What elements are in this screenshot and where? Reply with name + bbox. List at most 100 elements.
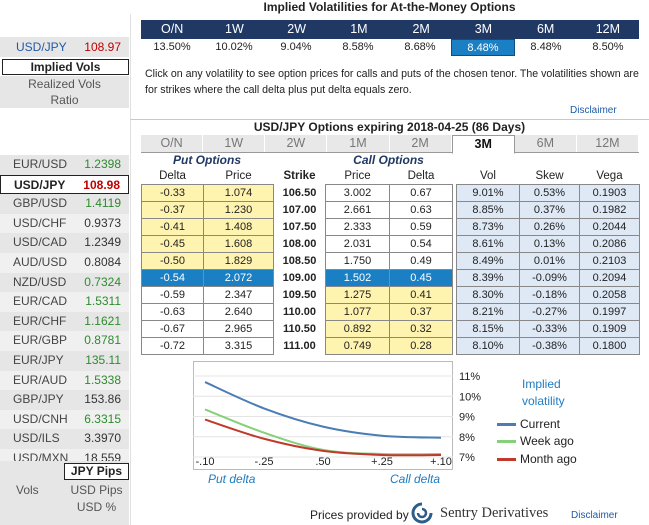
units-usd-pct-option[interactable]: USD % xyxy=(76,500,117,514)
put-price-cell[interactable]: 1.230 xyxy=(203,201,274,219)
vol-cell: 8.30% xyxy=(456,286,520,304)
call-price-cell[interactable]: 1.750 xyxy=(325,252,390,270)
put-price-cell[interactable]: 1.408 xyxy=(203,218,274,236)
tenor-header-5: 3M xyxy=(474,22,493,36)
legend-label-month-ago: Month ago xyxy=(520,452,577,466)
currency-row[interactable]: EUR/CAD 1.5311 xyxy=(0,292,129,312)
put-delta-cell[interactable]: -0.54 xyxy=(141,269,204,287)
call-delta-axis-label: Call delta xyxy=(390,472,441,486)
call-delta-cell[interactable]: 0.67 xyxy=(389,184,453,202)
currency-row[interactable]: USD/CNH 6.3315 xyxy=(0,409,129,430)
tab-tenor-1[interactable]: 1W xyxy=(203,135,266,152)
tab-tenor-4[interactable]: 2M xyxy=(389,135,452,152)
call-delta-cell[interactable]: 0.45 xyxy=(389,269,453,287)
put-price-cell[interactable]: 2.072 xyxy=(203,269,274,287)
atm-vol-cell-2[interactable]: 9.04% xyxy=(280,41,312,53)
put-price-cell[interactable]: 2.640 xyxy=(203,303,274,321)
atm-vol-cell-5[interactable]: 8.48% xyxy=(451,39,515,56)
put-delta-cell[interactable]: -0.72 xyxy=(141,337,204,355)
call-price-cell[interactable]: 1.275 xyxy=(325,286,390,304)
put-delta-cell[interactable]: -0.67 xyxy=(141,320,204,338)
call-delta-cell[interactable]: 0.37 xyxy=(389,303,453,321)
put-price-cell[interactable]: 3.315 xyxy=(203,337,274,355)
currency-row[interactable]: USD/JPY 108.98 xyxy=(0,174,129,195)
call-delta-cell[interactable]: 0.32 xyxy=(389,320,453,338)
call-price-cell[interactable]: 1.077 xyxy=(325,303,390,321)
currency-row[interactable]: GBP/USD 1.4119 xyxy=(0,194,129,214)
atm-vol-cell-1[interactable]: 10.02% xyxy=(215,41,253,53)
tab-tenor-3[interactable]: 1M xyxy=(327,135,390,152)
call-delta-cell[interactable]: 0.59 xyxy=(389,218,453,236)
tab-ratio[interactable]: Ratio xyxy=(0,92,129,108)
skew-cell: 0.53% xyxy=(519,184,580,202)
put-delta-cell[interactable]: -0.45 xyxy=(141,235,204,253)
tenor-header-0: O/N xyxy=(161,22,184,36)
tab-tenor-2[interactable]: 2W xyxy=(265,135,328,152)
currency-row[interactable]: USD/ILS 3.3970 xyxy=(0,429,129,449)
tab-implied-vols[interactable]: Implied Vols xyxy=(2,59,129,75)
atm-vol-cell-3[interactable]: 8.58% xyxy=(342,41,374,53)
tab-tenor-7[interactable]: 12M xyxy=(576,135,639,152)
currency-row[interactable]: USD/CAD 1.2349 xyxy=(0,233,129,253)
currency-pair-list: EUR/USD 1.2398 USD/JPY 108.98 GBP/USD 1.4119 U… xyxy=(0,155,129,508)
atm-vol-cell-4[interactable]: 8.68% xyxy=(404,41,436,53)
currency-row[interactable]: EUR/GBP 0.8781 xyxy=(0,331,129,351)
tab-tenor-0[interactable]: O/N xyxy=(141,135,204,152)
call-price-cell[interactable]: 2.661 xyxy=(325,201,390,219)
tab-tenor-5[interactable]: 3M xyxy=(451,135,515,154)
currency-row[interactable]: EUR/JPY 135.11 xyxy=(0,350,129,371)
currency-pair-price: 135.11 xyxy=(85,352,121,367)
put-delta-cell[interactable]: -0.37 xyxy=(141,201,204,219)
atm-vol-row: 13.50% 10.02% 9.04% 8.58% 8.68% 8.48% 8.48% 8.5… xyxy=(141,39,639,56)
currency-row[interactable]: EUR/USD 1.2398 xyxy=(0,155,129,175)
tenor-header-row: O/N 1W 2W 1M 2M 3M 6M 12M xyxy=(141,20,639,39)
units-usd-pips-option[interactable]: USD Pips xyxy=(70,483,123,497)
atm-vol-cell-0[interactable]: 13.50% xyxy=(153,41,191,53)
call-price-cell[interactable]: 0.749 xyxy=(325,337,390,355)
y-tick-label: 9% xyxy=(459,412,475,424)
call-delta-cell[interactable]: 0.63 xyxy=(389,201,453,219)
currency-row[interactable]: EUR/AUD 1.5338 xyxy=(0,370,129,391)
call-delta-cell[interactable]: 0.49 xyxy=(389,252,453,270)
put-price-cell[interactable]: 1.608 xyxy=(203,235,274,253)
currency-row[interactable]: NZD/USD 0.7324 xyxy=(0,272,129,293)
current-pair-quote: USD/JPY 108.97 xyxy=(0,37,129,57)
put-delta-cell[interactable]: -0.41 xyxy=(141,218,204,236)
call-delta-cell[interactable]: 0.28 xyxy=(389,337,453,355)
atm-vol-cell-6[interactable]: 8.48% xyxy=(530,41,562,53)
call-price-cell[interactable]: 1.502 xyxy=(325,269,390,287)
options-body: -0.33 1.074 106.50 3.002 0.67 9.01% 0.53% 0.190… xyxy=(141,184,640,355)
call-price-cell[interactable]: 2.333 xyxy=(325,218,390,236)
sentry-derivatives-name[interactable]: Sentry Derivatives xyxy=(440,505,549,521)
table-row: -0.72 3.315 111.00 0.749 0.28 8.10% -0.38% 0.18… xyxy=(141,337,640,355)
put-price-cell[interactable]: 2.347 xyxy=(203,286,274,304)
call-price-cell[interactable]: 3.002 xyxy=(325,184,390,202)
currency-pair-name: USD/CHF xyxy=(13,215,67,230)
tab-jpy-pips[interactable]: JPY Pips xyxy=(64,463,129,480)
tab-realized-vols[interactable]: Realized Vols xyxy=(0,76,129,92)
footer-disclaimer-link[interactable]: Disclaimer xyxy=(571,510,618,521)
currency-row[interactable]: GBP/JPY 153.86 xyxy=(0,390,129,410)
put-delta-cell[interactable]: -0.63 xyxy=(141,303,204,321)
x-tick-label: +.10 xyxy=(430,456,452,468)
put-price-cell[interactable]: 1.074 xyxy=(203,184,274,202)
implied-vols-title: Implied Volatilities for At-the-Money Op… xyxy=(263,0,516,14)
currency-row[interactable]: AUD/USD 0.8084 xyxy=(0,252,129,273)
currency-row[interactable]: EUR/CHF 1.1621 xyxy=(0,311,129,332)
call-price-cell[interactable]: 0.892 xyxy=(325,320,390,338)
call-price-cell[interactable]: 2.031 xyxy=(325,235,390,253)
call-delta-cell[interactable]: 0.41 xyxy=(389,286,453,304)
units-vols-option[interactable]: Vols xyxy=(16,483,39,497)
atm-vol-cell-7[interactable]: 8.50% xyxy=(592,41,624,53)
put-price-cell[interactable]: 1.829 xyxy=(203,252,274,270)
disclaimer-link[interactable]: Disclaimer xyxy=(570,105,617,116)
tab-tenor-6[interactable]: 6M xyxy=(514,135,577,152)
put-price-cell[interactable]: 2.965 xyxy=(203,320,274,338)
put-delta-cell[interactable]: -0.50 xyxy=(141,252,204,270)
currency-pair-name: USD/JPY xyxy=(14,177,66,192)
call-delta-cell[interactable]: 0.54 xyxy=(389,235,453,253)
put-delta-cell[interactable]: -0.33 xyxy=(141,184,204,202)
x-tick-label: +.25 xyxy=(371,456,393,468)
put-delta-cell[interactable]: -0.59 xyxy=(141,286,204,304)
currency-row[interactable]: USD/CHF 0.9373 xyxy=(0,213,129,234)
